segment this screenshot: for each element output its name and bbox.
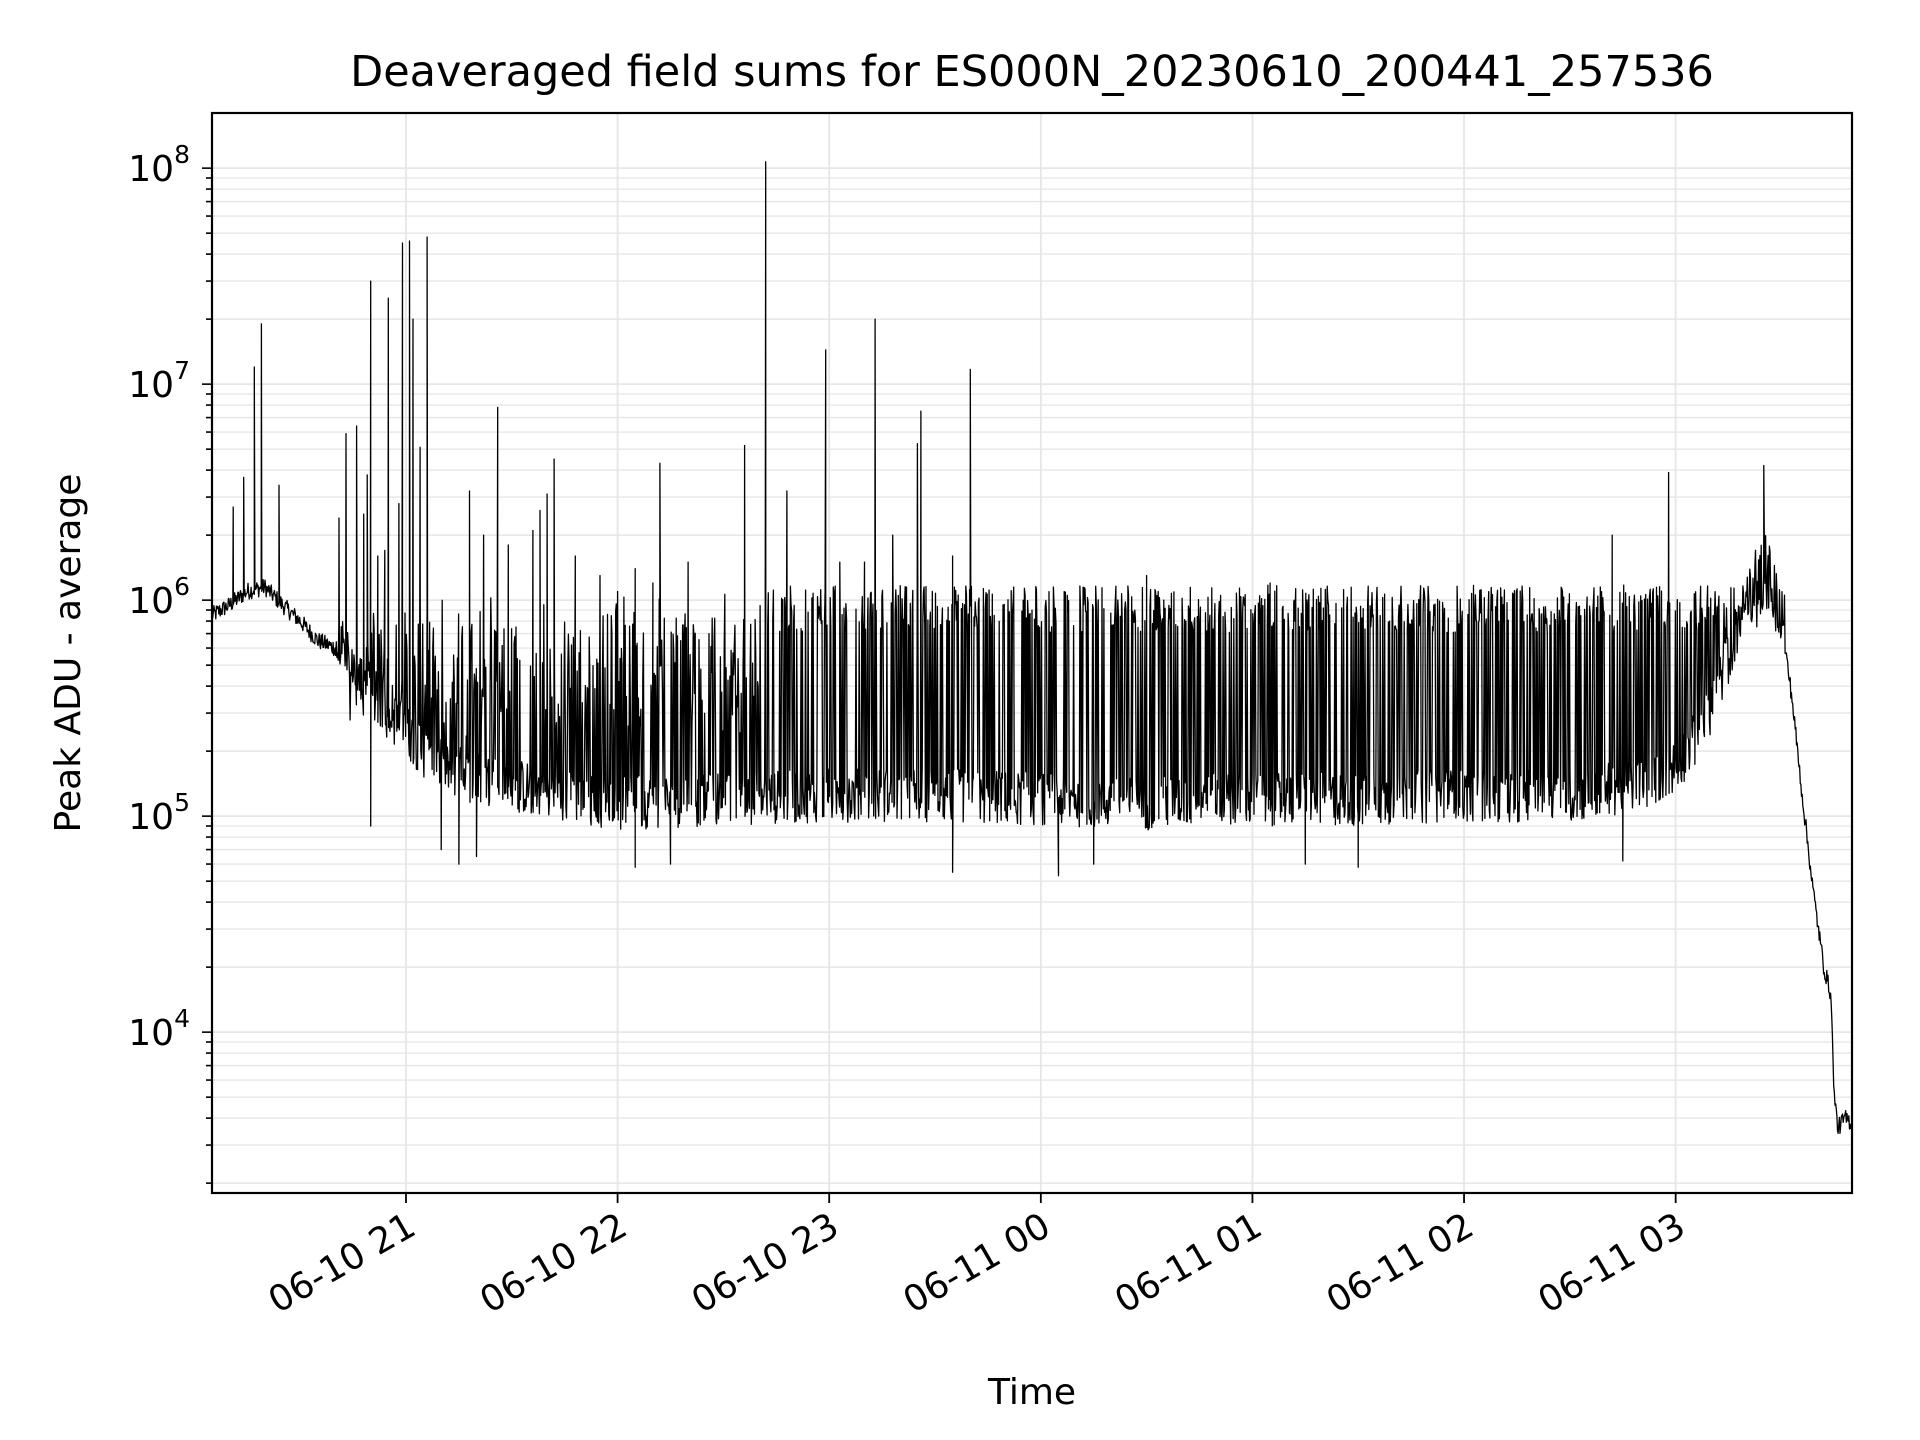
x-tick-label: 06-10 22 bbox=[473, 1205, 634, 1321]
y-axis-label: Peak ADU - average bbox=[48, 474, 89, 833]
x-tick-label: 06-11 01 bbox=[1108, 1205, 1269, 1321]
chart-title: Deaveraged field sums for ES000N_2023061… bbox=[350, 47, 1714, 97]
y-tick-label: 105 bbox=[128, 788, 190, 838]
x-tick-label: 06-10 23 bbox=[685, 1205, 846, 1321]
x-axis-label: Time bbox=[987, 1372, 1076, 1413]
y-tick-label: 107 bbox=[128, 356, 190, 406]
x-tick-label: 06-11 03 bbox=[1531, 1205, 1692, 1321]
x-tick-label: 06-11 02 bbox=[1320, 1205, 1481, 1321]
plot-area bbox=[211, 161, 1853, 1135]
plot-frame bbox=[210, 111, 1854, 1195]
y-tick-label: 104 bbox=[128, 1004, 190, 1054]
x-tick-label: 06-10 21 bbox=[262, 1205, 423, 1321]
y-tick-label: 108 bbox=[128, 140, 190, 190]
series-line bbox=[211, 161, 1853, 1135]
x-tick-label: 06-11 00 bbox=[897, 1205, 1058, 1321]
y-tick-label: 106 bbox=[128, 572, 190, 622]
